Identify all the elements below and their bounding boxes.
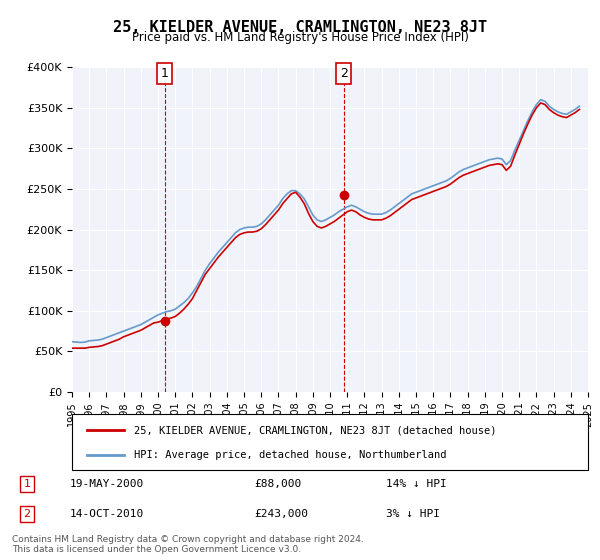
Text: 2: 2	[340, 67, 347, 80]
Text: 3% ↓ HPI: 3% ↓ HPI	[386, 509, 440, 519]
Text: 25, KIELDER AVENUE, CRAMLINGTON, NE23 8JT (detached house): 25, KIELDER AVENUE, CRAMLINGTON, NE23 8J…	[134, 425, 496, 435]
Text: 14-OCT-2010: 14-OCT-2010	[70, 509, 144, 519]
Text: Price paid vs. HM Land Registry's House Price Index (HPI): Price paid vs. HM Land Registry's House …	[131, 31, 469, 44]
Text: 14% ↓ HPI: 14% ↓ HPI	[386, 479, 447, 489]
Text: 19-MAY-2000: 19-MAY-2000	[70, 479, 144, 489]
Text: Contains HM Land Registry data © Crown copyright and database right 2024.
This d: Contains HM Land Registry data © Crown c…	[12, 535, 364, 554]
Text: HPI: Average price, detached house, Northumberland: HPI: Average price, detached house, Nort…	[134, 450, 446, 460]
Text: 2: 2	[23, 509, 31, 519]
Text: 1: 1	[161, 67, 169, 80]
Text: 25, KIELDER AVENUE, CRAMLINGTON, NE23 8JT: 25, KIELDER AVENUE, CRAMLINGTON, NE23 8J…	[113, 20, 487, 35]
Text: £88,000: £88,000	[254, 479, 301, 489]
FancyBboxPatch shape	[72, 414, 588, 470]
Text: 1: 1	[23, 479, 31, 489]
Text: £243,000: £243,000	[254, 509, 308, 519]
